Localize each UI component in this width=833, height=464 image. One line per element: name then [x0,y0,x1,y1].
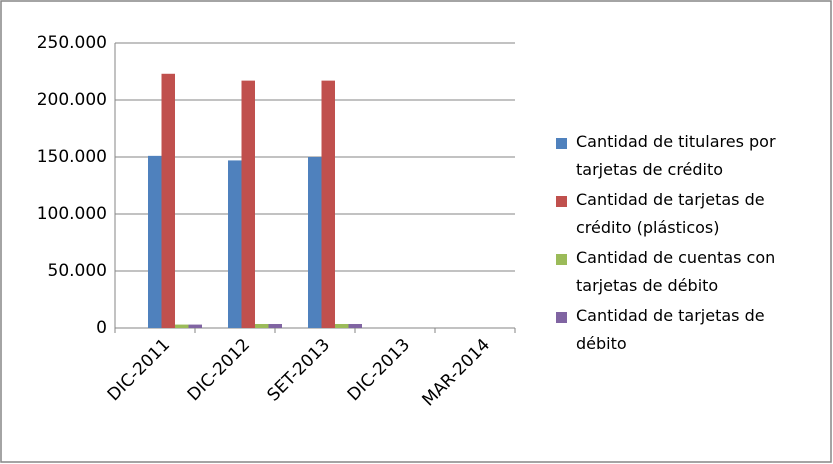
bar [161,73,175,328]
bar [175,324,189,328]
legend-label: Cantidad de tarjetas de crédito (plástic… [576,190,765,237]
legend-item: Cantidad de titulares por tarjetas de cr… [554,128,814,184]
legend-label: Cantidad de cuentas con tarjetas de débi… [576,248,776,295]
bar [335,324,349,328]
bar [255,324,269,328]
y-tick-label: 250.000 [37,33,107,53]
legend-label: Cantidad de tarjetas de débito [576,306,765,353]
legend-swatch [556,254,567,265]
bar [241,80,255,329]
legend-swatch [556,312,567,323]
bar [321,80,335,329]
legend: Cantidad de titulares por tarjetas de cr… [554,128,814,360]
y-tick-label: 200.000 [37,90,107,110]
bar [188,324,202,328]
legend-item: Cantidad de tarjetas de débito [554,302,814,358]
y-tick-label: 50.000 [48,261,107,281]
y-tick-label: 100.000 [37,204,107,224]
bar [228,160,242,328]
bar [148,155,162,328]
bar [308,157,322,328]
y-tick-label: 0 [96,318,107,338]
legend-item: Cantidad de cuentas con tarjetas de débi… [554,244,814,300]
legend-swatch [556,138,567,149]
y-tick-label: 150.000 [37,147,107,167]
legend-item: Cantidad de tarjetas de crédito (plástic… [554,186,814,242]
legend-label: Cantidad de titulares por tarjetas de cr… [576,132,776,179]
bar [268,324,282,328]
bar [348,324,362,328]
legend-swatch [556,196,567,207]
